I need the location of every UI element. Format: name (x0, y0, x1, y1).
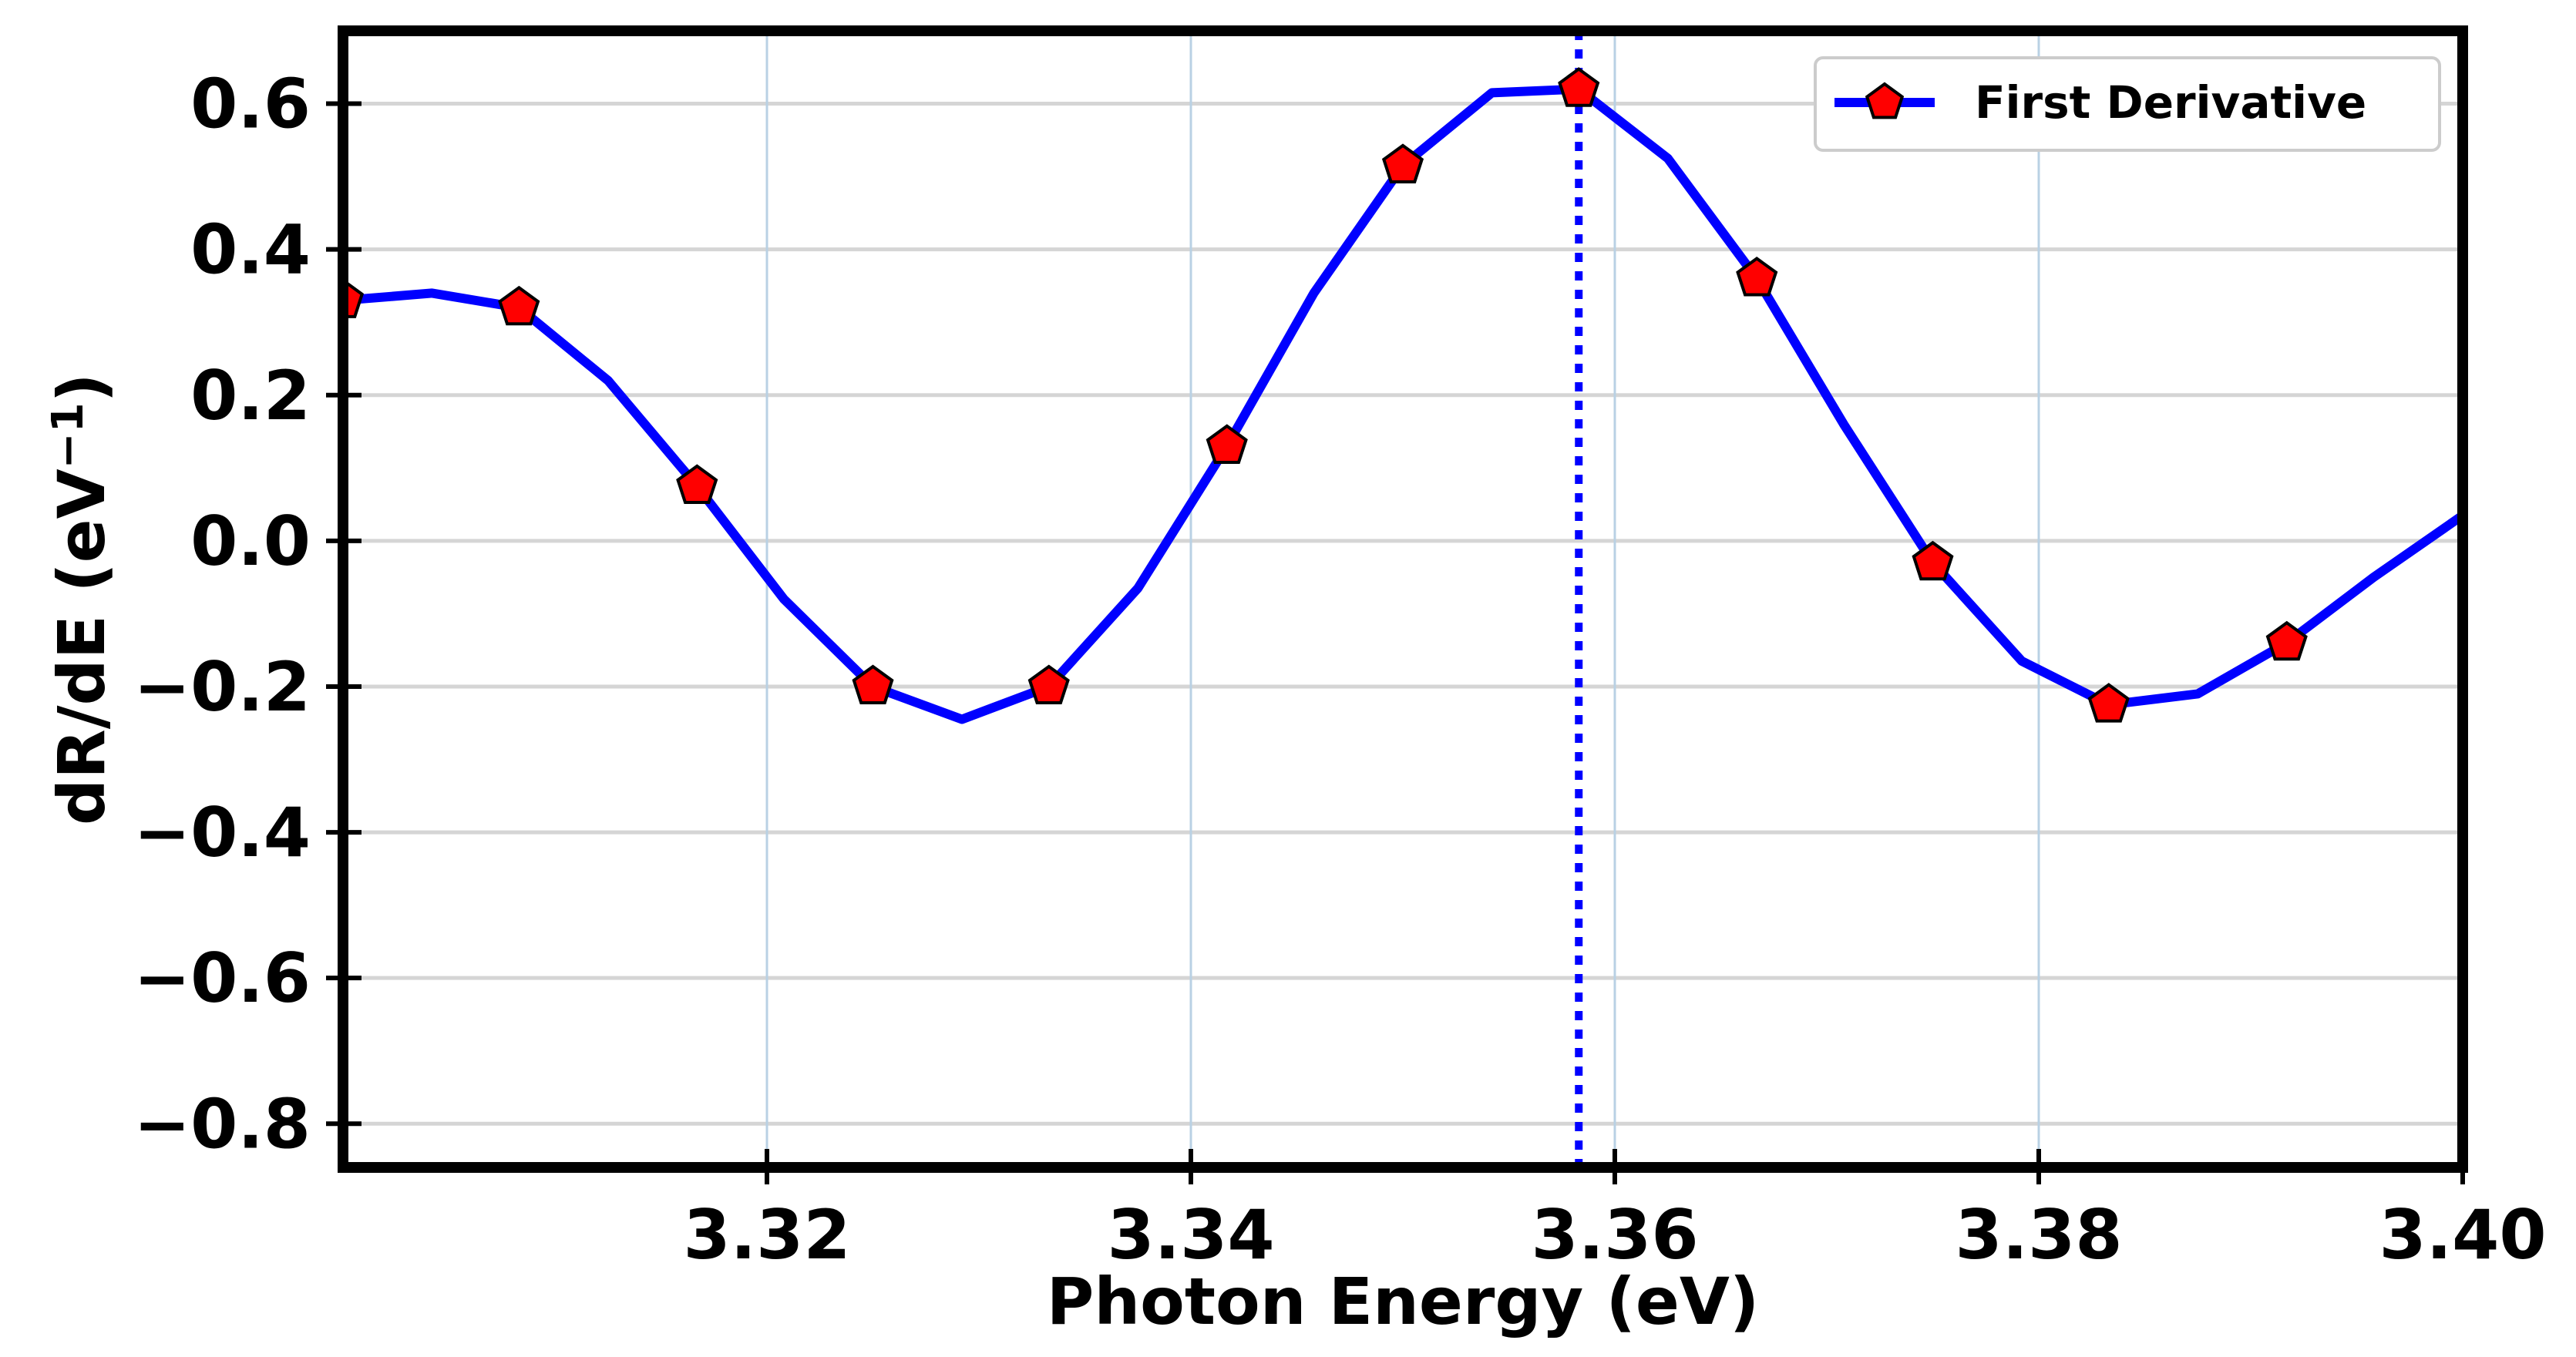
y-tick-label: 0.6 (190, 65, 311, 144)
legend-box (1814, 56, 2441, 152)
data-point (1736, 257, 1778, 297)
data-point (676, 464, 718, 504)
legend-label: First Derivative (1975, 76, 2366, 129)
y-tick-label: 0.2 (190, 356, 311, 435)
x-tick-label: 3.32 (683, 1195, 850, 1275)
x-tick-label: 3.40 (2379, 1195, 2546, 1275)
data-point (852, 664, 894, 704)
data-point (1558, 67, 1600, 107)
x-tick-label: 3.34 (1107, 1195, 1274, 1275)
y-tick-label: 0.4 (190, 210, 311, 290)
y-tick-label: −0.8 (133, 1084, 311, 1164)
y-tick-label: −0.2 (133, 647, 311, 727)
plot-area (343, 31, 2463, 1167)
data-point (2265, 620, 2308, 661)
data-point (1381, 143, 1424, 183)
y-tick-label: −0.6 (133, 939, 311, 1018)
plot-frame (338, 25, 2468, 1173)
x-tick-label: 3.38 (1955, 1195, 2122, 1275)
data-point (498, 285, 540, 326)
ticks (326, 101, 2465, 1184)
y-tick-label: −0.4 (133, 793, 311, 872)
y-axis-title: dR/dE (eV−1) (43, 373, 119, 825)
legend: First Derivative (1814, 56, 2441, 152)
y-tick-label: 0.0 (190, 502, 311, 581)
x-axis-title: Photon Energy (eV) (1047, 1264, 1759, 1339)
data-point (2087, 683, 2130, 723)
data-point (1206, 424, 1248, 464)
data-point (1027, 664, 1070, 704)
legend-marker-swatch (1865, 82, 1905, 119)
tick-labels: 0.6 0.4 0.2 0.0 −0.2 −0.4 −0.6 −0.8 3.32 3.34 3.36… (133, 65, 2546, 1275)
x-tick-label: 3.36 (1531, 1195, 1698, 1275)
data-point (1912, 540, 1954, 581)
